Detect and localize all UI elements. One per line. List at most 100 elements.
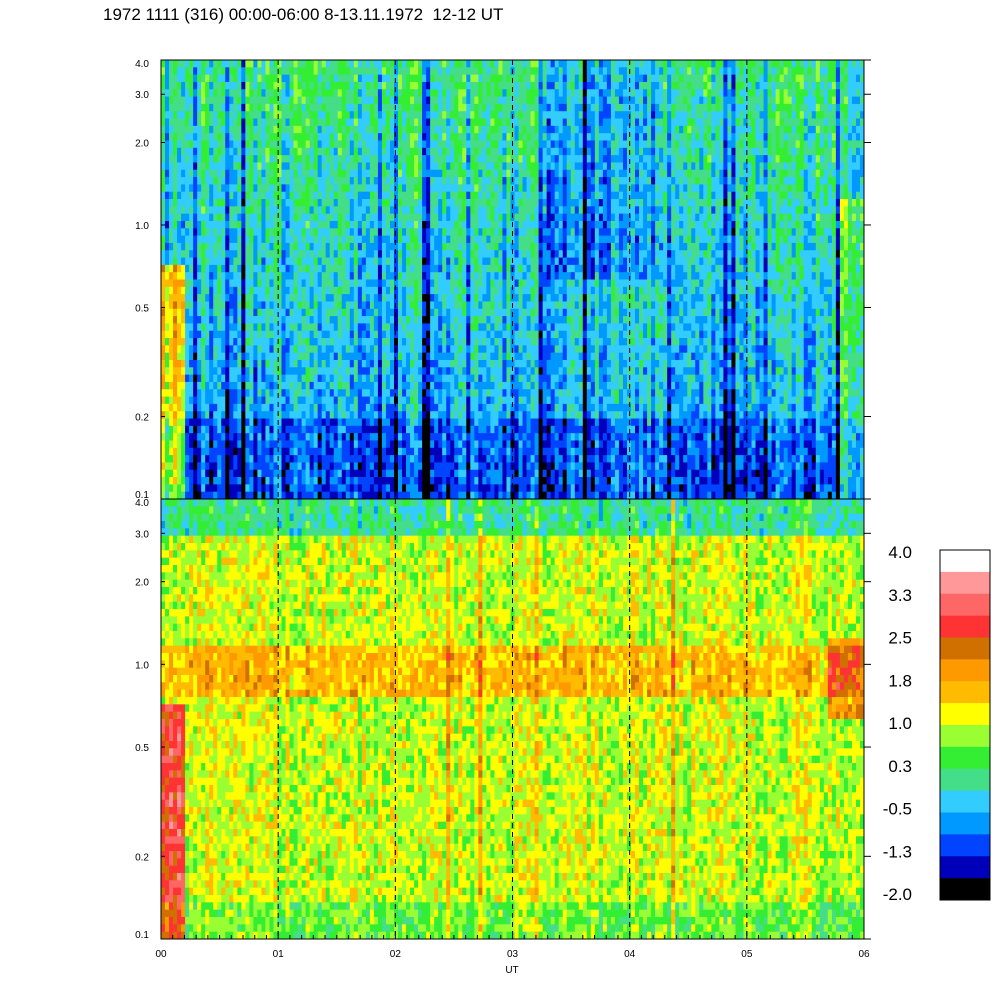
heatmap-cell — [265, 162, 270, 171]
heatmap-cell — [470, 286, 475, 295]
heatmap-cell — [225, 162, 230, 171]
heatmap-cell — [293, 338, 298, 346]
heatmap-cell — [345, 396, 351, 405]
heatmap-cell — [349, 213, 355, 222]
heatmap-cell — [281, 67, 286, 76]
heatmap-cell — [458, 111, 463, 119]
heatmap-cell — [385, 60, 391, 68]
heatmap-cell — [261, 418, 266, 427]
heatmap-cell — [462, 228, 467, 236]
heatmap-cell — [181, 199, 186, 207]
heatmap-cell — [297, 411, 302, 419]
heatmap-cell — [470, 169, 475, 178]
heatmap-cell — [325, 147, 331, 156]
heatmap-cell — [237, 469, 242, 478]
heatmap-cell — [454, 294, 459, 302]
heatmap-cell — [333, 323, 339, 332]
heatmap-cell — [434, 484, 439, 493]
heatmap-cell — [414, 403, 419, 412]
heatmap-cell — [377, 330, 383, 339]
heatmap-cell — [213, 118, 218, 127]
heatmap-cell — [434, 67, 439, 76]
heatmap-cell — [281, 425, 286, 434]
heatmap-cell — [269, 359, 274, 368]
heatmap-cell — [393, 184, 399, 193]
heatmap-cell — [490, 191, 495, 200]
heatmap-cell — [442, 177, 447, 185]
heatmap-cell — [458, 330, 463, 339]
heatmap-cell — [269, 250, 274, 258]
heatmap-cell — [418, 235, 423, 244]
heatmap-cell — [337, 118, 343, 127]
heatmap-cell — [393, 133, 399, 141]
heatmap-cell — [422, 462, 427, 471]
heatmap-cell — [377, 447, 383, 456]
heatmap-cell — [285, 213, 290, 222]
heatmap-cell — [406, 359, 411, 368]
heatmap-cell — [426, 147, 431, 156]
heatmap-cell — [261, 389, 266, 397]
heatmap-cell — [406, 330, 411, 339]
heatmap-cell — [474, 140, 479, 149]
heatmap-cell — [454, 279, 459, 288]
heatmap-cell — [237, 264, 242, 273]
heatmap-cell — [410, 272, 415, 280]
heatmap-cell — [353, 389, 359, 397]
heatmap-cell — [161, 242, 166, 251]
heatmap-cell — [281, 381, 286, 390]
heatmap-cell — [393, 359, 399, 368]
heatmap-cell — [289, 286, 294, 295]
heatmap-cell — [185, 338, 190, 346]
heatmap-cell — [389, 294, 395, 302]
heatmap-cell — [470, 389, 475, 397]
heatmap-cell — [237, 301, 242, 310]
heatmap-cell — [398, 330, 403, 339]
heatmap-cell — [317, 74, 323, 83]
heatmap-cell — [237, 155, 242, 163]
heatmap-cell — [205, 455, 210, 463]
heatmap-cell — [333, 440, 339, 449]
heatmap-cell — [205, 484, 210, 493]
heatmap-cell — [277, 389, 282, 397]
heatmap-cell — [486, 103, 491, 112]
heatmap-cell — [313, 403, 319, 412]
heatmap-cell — [193, 250, 198, 258]
heatmap-cell — [189, 67, 194, 76]
heatmap-cell — [418, 338, 423, 346]
heatmap-cell — [365, 147, 371, 156]
heatmap-cell — [165, 352, 170, 361]
heatmap-cell — [265, 345, 270, 354]
heatmap-cell — [385, 184, 391, 193]
heatmap-cell — [462, 147, 467, 156]
heatmap-cell — [337, 286, 343, 295]
heatmap-cell — [189, 455, 194, 463]
heatmap-cell — [233, 338, 238, 346]
heatmap-cell — [494, 60, 499, 68]
heatmap-cell — [253, 250, 258, 258]
heatmap-cell — [225, 140, 230, 149]
heatmap-cell — [357, 338, 363, 346]
heatmap-cell — [249, 213, 254, 222]
heatmap-cell — [422, 272, 427, 280]
heatmap-cell — [217, 235, 222, 244]
heatmap-cell — [345, 169, 351, 178]
heatmap-cell — [458, 206, 463, 215]
heatmap-cell — [289, 264, 294, 273]
heatmap-cell — [249, 155, 254, 163]
heatmap-cell — [341, 177, 347, 185]
heatmap-cell — [321, 316, 327, 324]
heatmap-cell — [345, 323, 351, 332]
heatmap-cell — [209, 220, 214, 229]
heatmap-cell — [381, 389, 387, 397]
heatmap-cell — [438, 330, 443, 339]
heatmap-cell — [297, 469, 302, 478]
heatmap-cell — [446, 272, 451, 280]
heatmap-cell — [169, 316, 174, 324]
heatmap-cell — [197, 242, 202, 251]
heatmap-cell — [249, 177, 254, 185]
heatmap-cell — [373, 147, 379, 156]
heatmap-cell — [173, 308, 178, 317]
heatmap-cell — [281, 96, 286, 105]
heatmap-cell — [289, 60, 294, 68]
heatmap-cell — [398, 484, 403, 493]
